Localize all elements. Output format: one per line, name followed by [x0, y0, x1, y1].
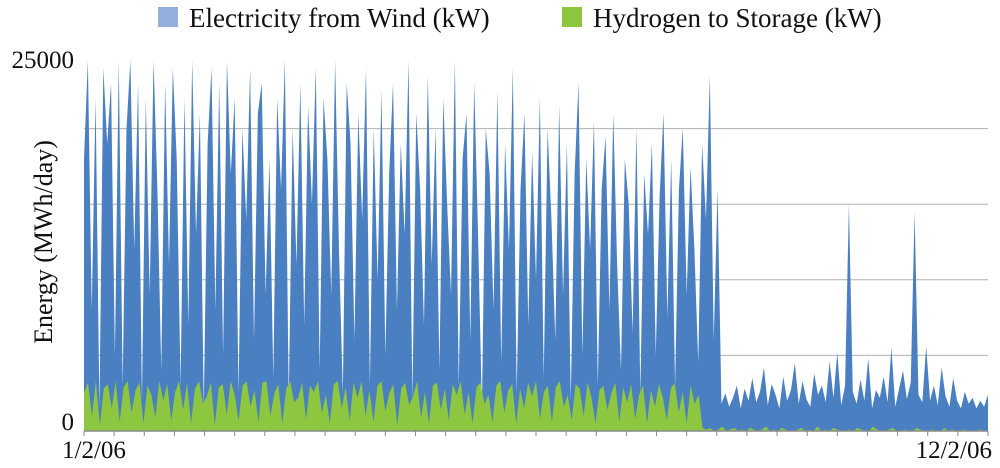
y-tick-label-max: 25000: [12, 47, 75, 74]
series-area-wind: [84, 60, 988, 432]
legend: Electricity from Wind (kW) Hydrogen to S…: [158, 3, 882, 33]
series-area-hydrogen: [84, 381, 988, 431]
legend-label-wind: Electricity from Wind (kW): [189, 3, 490, 33]
legend-swatch-wind: [158, 7, 178, 27]
x-ticks: [83, 431, 989, 436]
x-tick-label-start: 1/2/06: [62, 437, 126, 464]
y-axis-title: Energy (MWh/day): [29, 140, 58, 344]
x-tick-label-end: 12/2/06: [916, 437, 992, 464]
legend-swatch-hydrogen: [562, 7, 582, 27]
y-tick-label-zero: 0: [62, 409, 75, 436]
legend-label-hydrogen: Hydrogen to Storage (kW): [593, 3, 882, 33]
